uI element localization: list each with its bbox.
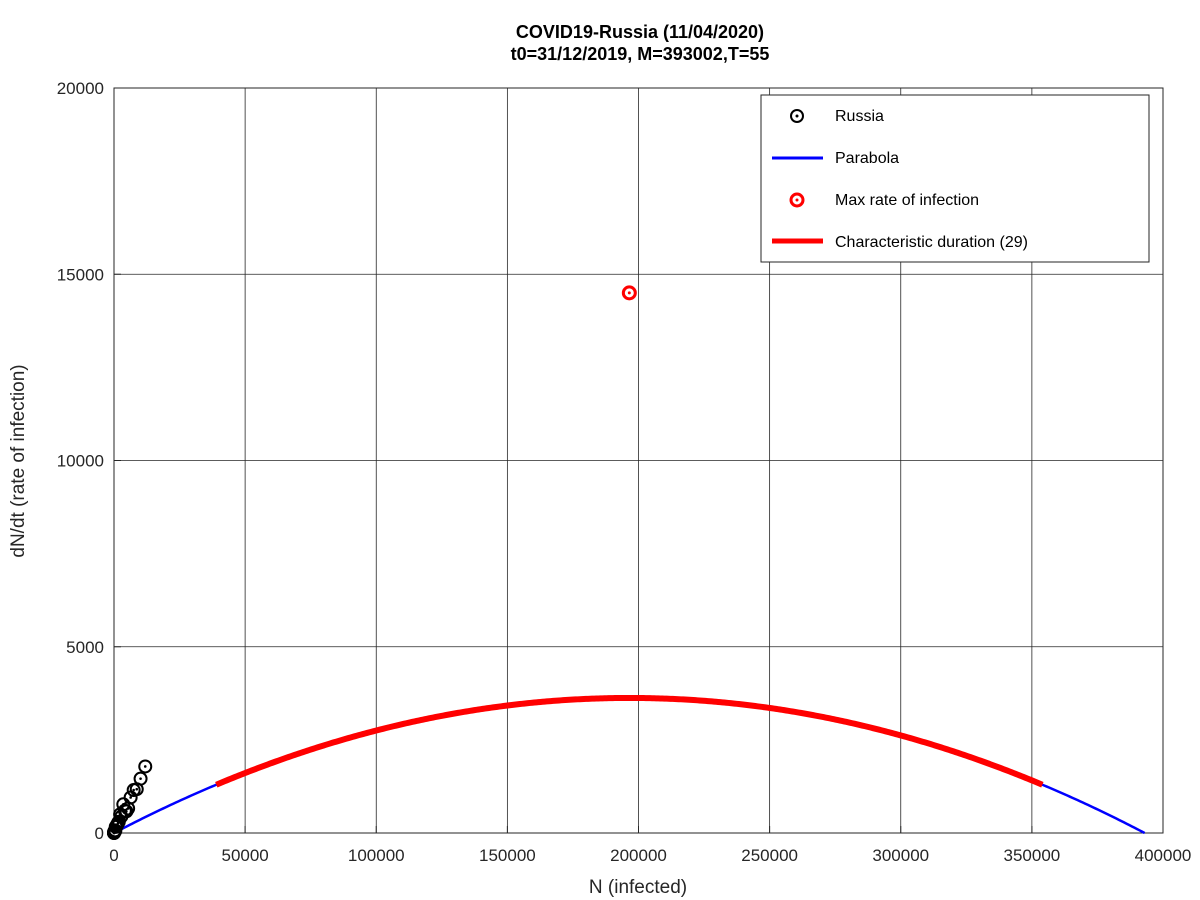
y-tick-label: 0 — [95, 824, 104, 843]
x-tick-label: 100000 — [348, 846, 405, 865]
legend-marker-max-rate-dot — [795, 198, 799, 202]
x-tick-label: 200000 — [610, 846, 667, 865]
legend-box — [760, 94, 1150, 263]
chart-subtitle: t0=31/12/2019, M=393002,T=55 — [511, 44, 770, 64]
x-tick-label: 0 — [109, 846, 118, 865]
plot-data — [107, 285, 1146, 840]
russia-marker-ring — [138, 759, 153, 774]
russia-marker-dot — [135, 787, 139, 791]
x-tick-label: 150000 — [479, 846, 536, 865]
russia-marker-dot — [132, 788, 135, 792]
russia-marker-dot — [129, 796, 132, 799]
legend-label-max-rate: Max rate of infection — [835, 192, 979, 209]
y-tick-label: 20000 — [57, 79, 104, 98]
russia-marker-dot — [126, 807, 130, 810]
ticks: 0 50000 100000 150000 200000 250000 300000 3500… — [57, 79, 1192, 865]
legend-label-characteristic-duration: Characteristic duration (29) — [835, 234, 1028, 251]
x-tick-label: 350000 — [1004, 846, 1061, 865]
x-axis-label: N (infected) — [589, 877, 687, 898]
max-rate-marker-ring — [621, 285, 637, 301]
russia-marker-dot — [125, 810, 128, 813]
legend-label-parabola: Parabola — [835, 150, 899, 167]
russia-data-point — [138, 759, 153, 774]
y-tick-label: 15000 — [57, 265, 104, 284]
legend-marker-russia — [790, 109, 804, 123]
y-axis-label: dN/dt (rate of infection) — [8, 364, 29, 557]
legend-item-parabola: Parabola — [772, 150, 899, 167]
legend-item-russia: Russia — [790, 108, 884, 125]
legend-marker-max-rate — [789, 192, 805, 208]
max-rate-point — [621, 285, 637, 301]
max-rate-marker-dot — [627, 291, 631, 295]
x-tick-label: 400000 — [1135, 846, 1192, 865]
legend-item-characteristic-duration: Characteristic duration (29) — [772, 234, 1028, 251]
russia-marker-dot — [143, 765, 147, 768]
legend-marker-russia-dot — [795, 114, 799, 118]
x-tick-label: 300000 — [872, 846, 929, 865]
russia-marker-dot — [139, 777, 142, 780]
characteristic-duration-line — [215, 694, 1044, 788]
chart-title: COVID19-Russia (11/04/2020) — [516, 22, 764, 42]
legend-item-max-rate: Max rate of infection — [789, 192, 979, 209]
legend: Russia Parabola Max rate of infection Ch… — [760, 94, 1150, 263]
y-tick-label: 5000 — [66, 638, 104, 657]
y-tick-label: 10000 — [57, 452, 104, 471]
plot-frame — [113, 87, 1164, 834]
russia-marker-ring — [133, 771, 148, 786]
legend-label-russia: Russia — [835, 108, 884, 125]
x-tick-label: 250000 — [741, 846, 798, 865]
x-tick-label: 50000 — [221, 846, 268, 865]
russia-data-point — [133, 771, 148, 786]
